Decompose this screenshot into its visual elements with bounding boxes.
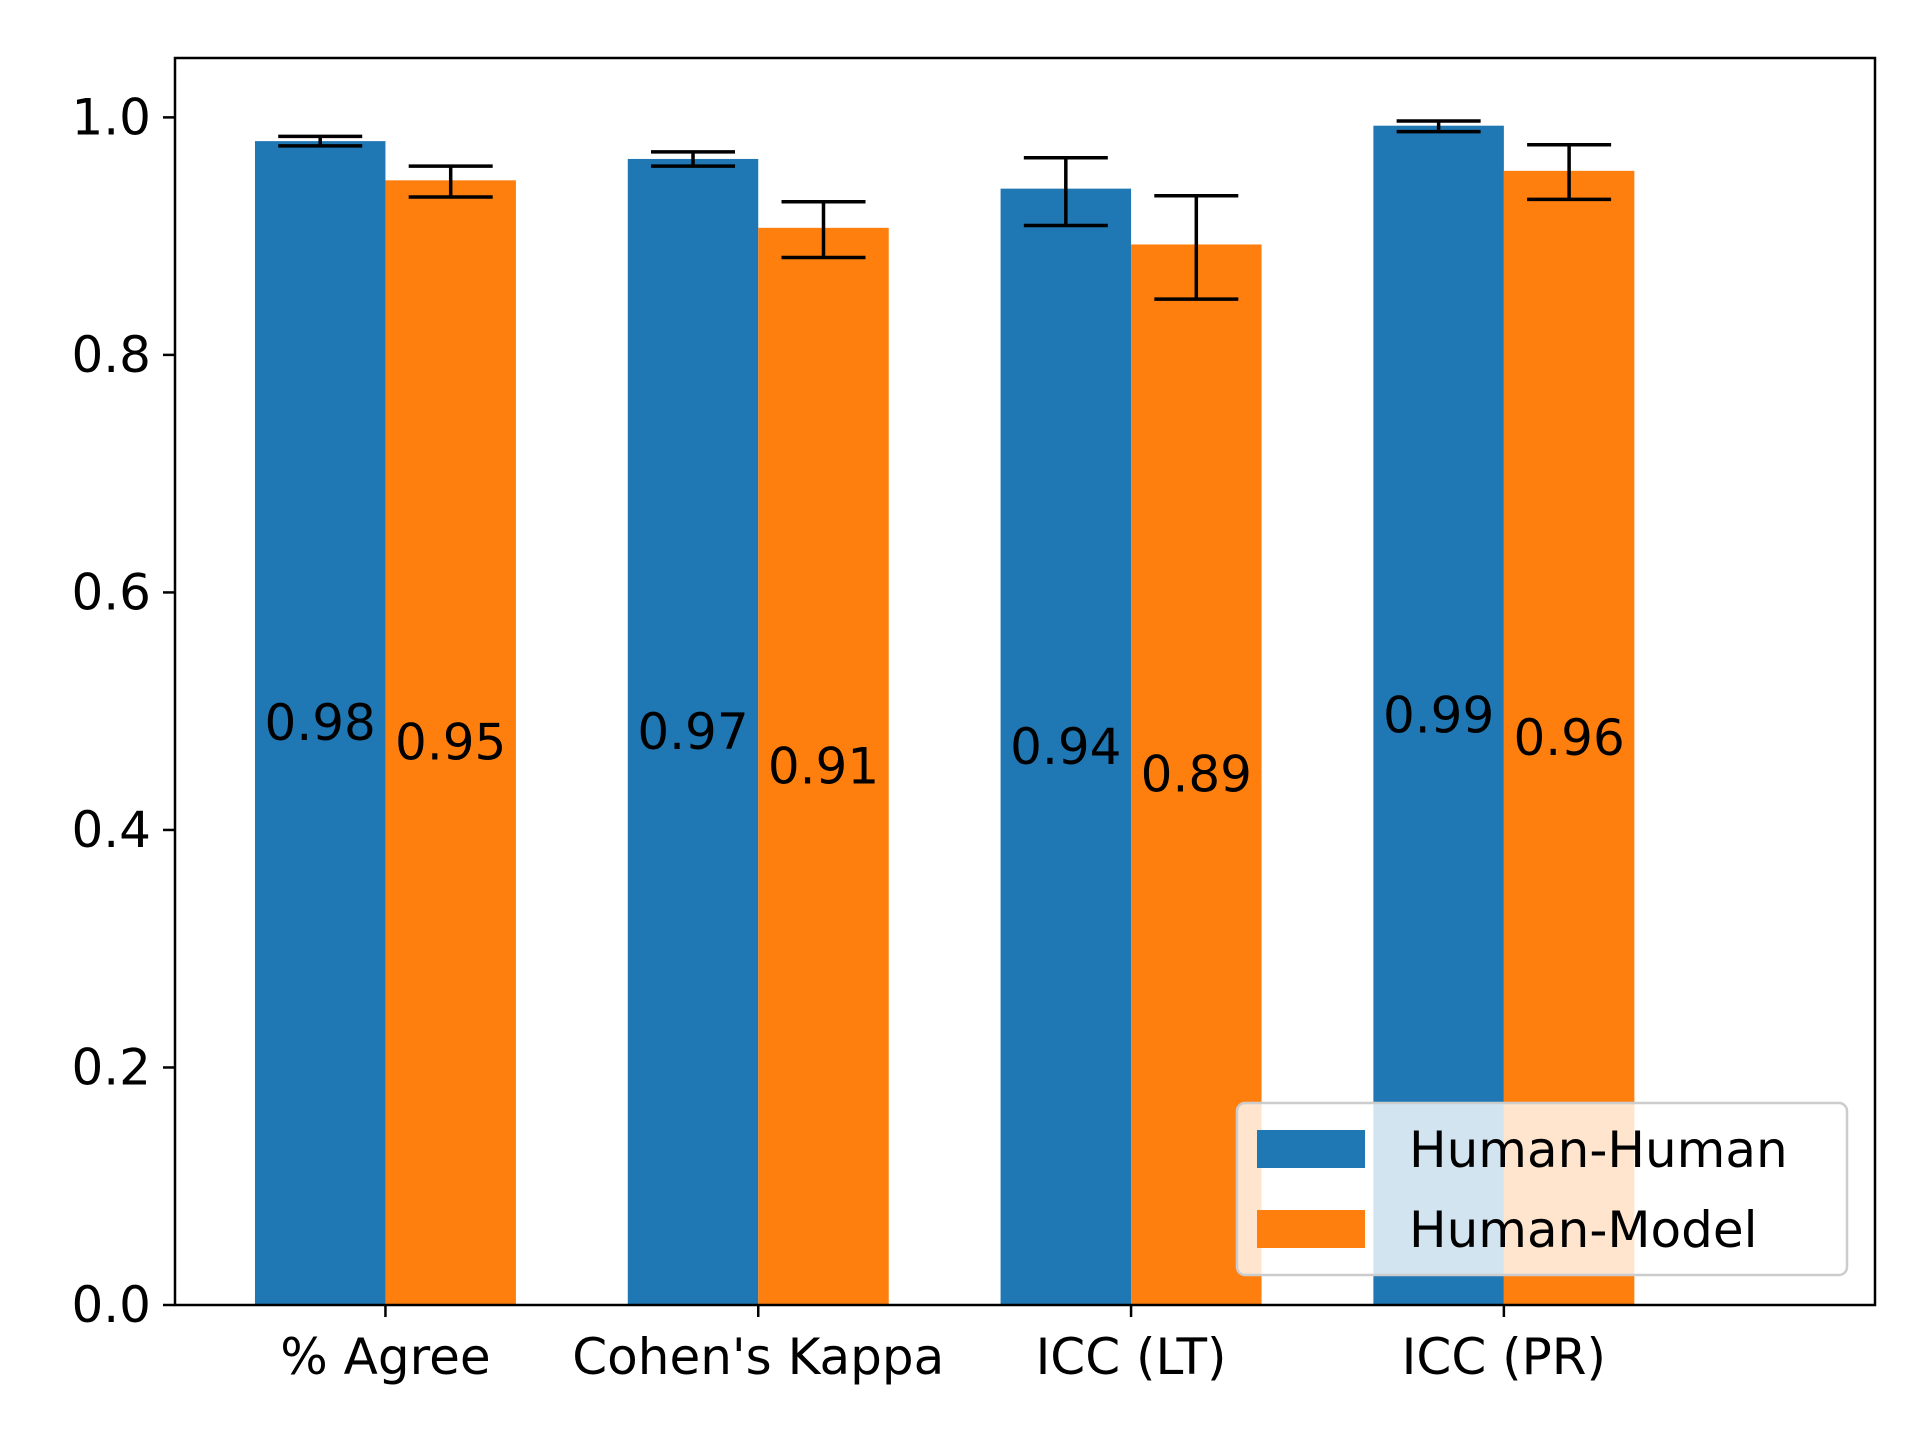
- error-bar-human-model-1: [781, 199, 866, 260]
- error-bar-human-human-2: [1023, 156, 1108, 228]
- error-bar-human-model-3: [1527, 142, 1612, 202]
- legend-label-human-model: Human-Model: [1409, 1201, 1758, 1259]
- error-bar-human-human-1: [651, 150, 736, 168]
- data-label-human-model-0: 0.95: [395, 714, 506, 772]
- bar-human-model-0: [385, 180, 516, 1306]
- y-tick-label: 0.8: [71, 326, 151, 384]
- y-tick-label: 1.0: [71, 88, 151, 146]
- legend-swatch-human-human: [1257, 1130, 1365, 1168]
- axes-frame: [173, 56, 1877, 1307]
- data-label-human-human-2: 0.94: [1010, 718, 1121, 776]
- error-bar-human-human-0: [278, 134, 363, 148]
- y-axis-ticks: 0.0 0.2 0.4 0.6 0.8 1.0: [71, 88, 175, 1334]
- error-bar-human-human-3: [1396, 119, 1481, 134]
- legend-label-human-human: Human-Human: [1409, 1121, 1788, 1179]
- bar-human-human-1: [627, 158, 759, 1305]
- bar-human-human-0: [254, 141, 386, 1306]
- x-tick-label: ICC (PR): [1402, 1328, 1606, 1386]
- error-bars-layer: [278, 119, 1612, 301]
- data-label-human-human-1: 0.97: [637, 703, 748, 761]
- x-tick-label: % Agree: [280, 1328, 490, 1386]
- x-tick-label: Cohen's Kappa: [572, 1328, 944, 1386]
- data-label-human-model-3: 0.96: [1513, 709, 1624, 767]
- data-label-human-model-2: 0.89: [1141, 746, 1252, 804]
- data-label-human-model-1: 0.91: [768, 737, 879, 795]
- legend: Human-Human Human-Model: [1235, 1101, 1849, 1277]
- y-tick-label: 0.6: [71, 563, 151, 621]
- legend-box: [1235, 1101, 1849, 1277]
- y-tick-label: 0.0: [71, 1276, 151, 1334]
- x-tick-label: ICC (LT): [1036, 1328, 1227, 1386]
- y-tick-label: 0.2: [71, 1038, 151, 1096]
- data-label-human-human-3: 0.99: [1383, 686, 1494, 744]
- error-bar-human-model-0: [408, 164, 493, 199]
- bar-human-model-1: [758, 227, 889, 1305]
- data-labels-layer: 0.98 0.97 0.94 0.99 0.95 0.91 0.89 0.96: [265, 686, 1625, 803]
- y-tick-label: 0.4: [71, 801, 151, 859]
- data-label-human-human-0: 0.98: [265, 694, 376, 752]
- x-axis-ticks: % Agree Cohen's Kappa ICC (LT) ICC (PR): [280, 1305, 1606, 1386]
- legend-swatch-human-model: [1257, 1210, 1365, 1248]
- error-bar-human-model-2: [1154, 194, 1239, 301]
- bar-human-human-2: [1000, 188, 1132, 1306]
